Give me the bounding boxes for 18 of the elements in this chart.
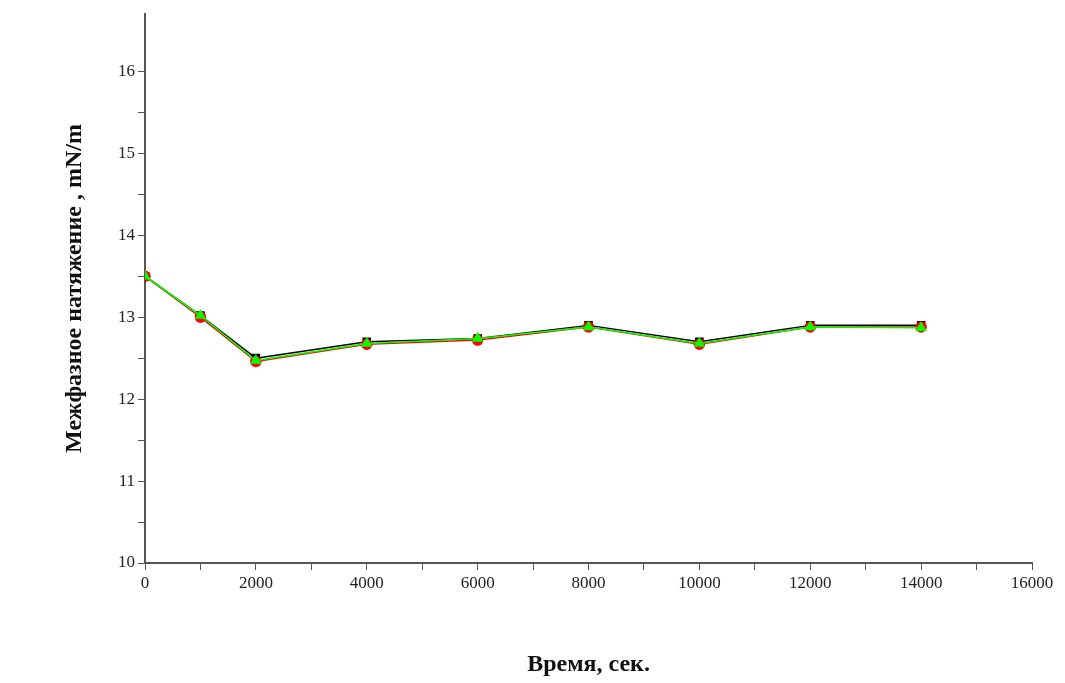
y-tick-label: 13: [118, 306, 135, 326]
y-tick-label: 16: [118, 60, 135, 80]
y-tick-label: 14: [118, 224, 136, 244]
x-axis-title: Время, сек.: [527, 649, 650, 676]
x-tick-label: 14000: [899, 572, 943, 592]
x-tick-label: 0: [140, 572, 150, 592]
x-tick-label: 10000: [678, 572, 721, 592]
x-tick-label: 6000: [460, 572, 495, 592]
y-tick-label: 15: [118, 142, 135, 162]
x-tick-label: 4000: [349, 572, 384, 592]
x-tick-label: 16000: [1010, 572, 1054, 592]
x-tick-label: 8000: [571, 572, 606, 592]
x-tick-label: 12000: [789, 572, 832, 592]
y-tick-label: 11: [118, 470, 135, 490]
y-axis-title: Межфазное натяжение , mN/m: [59, 124, 86, 453]
x-tick-label: 2000: [238, 572, 273, 592]
y-tick-label: 10: [118, 552, 135, 572]
y-tick-label: 12: [118, 388, 135, 408]
